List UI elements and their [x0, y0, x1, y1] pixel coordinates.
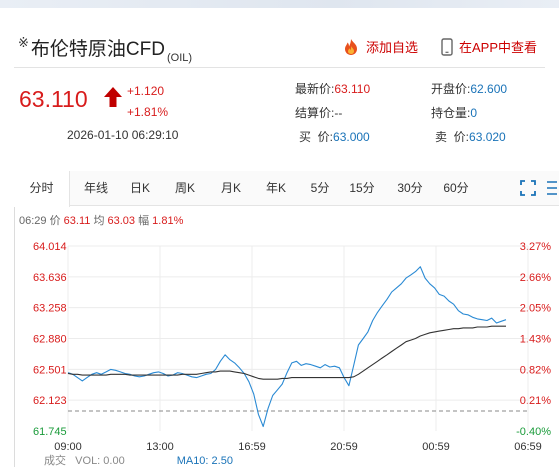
crosshair-amp: 1.81%: [152, 215, 184, 227]
view-in-app-button[interactable]: 在APP中查看: [440, 37, 537, 56]
y-tick-right: 0.82%: [520, 364, 551, 376]
volume-label: 成交: [44, 455, 66, 467]
price-change-pct: +1.81%: [127, 105, 169, 119]
average-price-line: [67, 325, 506, 380]
tab-monthly-k[interactable]: 月K: [220, 181, 241, 195]
crosshair-price-label: 价: [49, 215, 61, 227]
info-position-value: 0: [470, 106, 478, 120]
info-settle: 结算价:--: [295, 104, 342, 121]
y-tick-left: 62.501: [33, 364, 67, 376]
volume-ma: MA10: 2.50: [176, 455, 233, 467]
crosshair-avg-label: 均: [93, 215, 105, 227]
add-favorite-button[interactable]: 添加自选: [341, 37, 418, 56]
y-tick-right: -0.40%: [516, 426, 551, 438]
x-tick-label: 06:59: [514, 441, 542, 453]
quote-timestamp: 2026-01-10 06:29:10: [67, 128, 179, 142]
info-open-value: 62.600: [470, 82, 508, 96]
info-buy-label: 买 价:: [299, 130, 334, 144]
info-position: 持仓量:0: [431, 104, 477, 121]
crosshair-amp-label: 幅: [138, 215, 150, 227]
y-tick-left: 63.258: [33, 303, 67, 315]
title-mark: ※: [18, 35, 29, 50]
title-row: ※ 布伦特原油CFD (OIL): [18, 33, 193, 64]
y-tick-right: 0.21%: [520, 395, 551, 407]
tab-60min[interactable]: 60分: [443, 181, 469, 195]
x-tick-label: 16:59: [238, 441, 266, 453]
volume-value: VOL: 0.00: [75, 455, 125, 467]
page-title: 布伦特原油CFD: [30, 39, 165, 60]
crosshair-time: 06:29: [19, 215, 47, 227]
x-tick-label: 20:59: [330, 441, 358, 453]
info-buy: 买 价:63.000: [299, 128, 370, 145]
info-latest: 最新价:63.110: [295, 80, 370, 97]
volume-readout: 成交 VOL: 0.00 MA10: 2.50: [44, 452, 233, 467]
y-tick-right: 3.27%: [520, 241, 551, 253]
crosshair-avg: 63.03: [107, 215, 136, 227]
y-tick-left: 63.636: [33, 272, 67, 284]
y-tick-left: 64.014: [33, 241, 67, 253]
info-sell: 卖 价:63.020: [435, 128, 506, 145]
info-latest-label: 最新价:: [295, 82, 335, 96]
info-open-label: 开盘价:: [431, 82, 471, 96]
y-tick-left: 61.745: [33, 426, 67, 438]
x-tick-label: 09:00: [54, 441, 82, 453]
fire-icon: [345, 38, 357, 55]
crosshair-price: 63.11: [63, 215, 91, 227]
y-tick-right: 2.05%: [520, 303, 551, 315]
y-tick-right: 2.66%: [520, 272, 551, 284]
tab-yearly-k[interactable]: 年K: [265, 181, 286, 195]
view-in-app-label: 在APP中查看: [459, 40, 538, 55]
tab-5min[interactable]: 5分: [310, 181, 330, 195]
price-line: [67, 266, 507, 428]
tab-intraday[interactable]: 分时: [14, 171, 70, 207]
top-banner: [0, 0, 559, 8]
y-tick-left: 62.880: [33, 334, 67, 346]
info-sell-value: 63.020: [469, 130, 506, 144]
period-tabs: 分时 年线 日K 周K 月K 年K 5分 15分 30分 60分: [14, 171, 559, 207]
tab-30min[interactable]: 30分: [397, 181, 423, 195]
fullscreen-icon[interactable]: [519, 179, 537, 197]
tab-15min[interactable]: 15分: [349, 181, 375, 195]
tab-weekly-k[interactable]: 周K: [174, 181, 195, 195]
info-latest-value: 63.110: [334, 82, 371, 96]
last-price: 63.110: [19, 86, 88, 112]
info-sell-label: 卖 价:: [435, 130, 470, 144]
phone-icon: [441, 37, 453, 56]
info-position-label: 持仓量:: [431, 106, 471, 120]
info-buy-value: 63.000: [333, 130, 370, 144]
crosshair-readout: 06:29 价 63.11 均 63.03 幅 1.81%: [19, 212, 183, 228]
y-tick-right: 1.43%: [520, 334, 551, 346]
info-settle-value: --: [334, 106, 343, 120]
info-settle-label: 结算价:: [295, 106, 335, 120]
settings-icon[interactable]: [545, 179, 559, 197]
header-divider: [14, 67, 545, 68]
tab-daily-k[interactable]: 日K: [129, 181, 150, 195]
price-change: +1.120: [127, 84, 165, 98]
arrow-up-icon: [104, 87, 122, 107]
x-tick-label: 00:59: [422, 441, 450, 453]
symbol-code: (OIL): [166, 52, 193, 64]
add-favorite-label: 添加自选: [366, 40, 419, 55]
y-tick-left: 62.123: [33, 395, 67, 407]
x-tick-label: 13:00: [146, 441, 174, 453]
info-open: 开盘价:62.600: [431, 80, 507, 97]
tab-year-line[interactable]: 年线: [83, 181, 108, 195]
